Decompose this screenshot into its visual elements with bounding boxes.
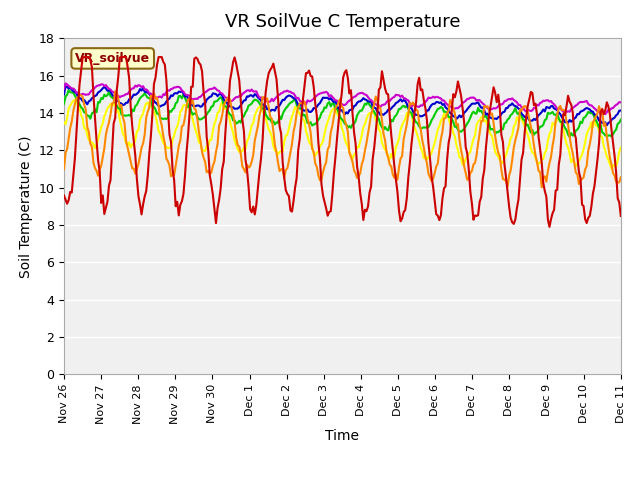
Y-axis label: Soil Temperature (C): Soil Temperature (C) [19,135,33,277]
Title: VR SoilVue C Temperature: VR SoilVue C Temperature [225,13,460,31]
X-axis label: Time: Time [325,429,360,443]
Text: VR_soilvue: VR_soilvue [75,52,150,65]
